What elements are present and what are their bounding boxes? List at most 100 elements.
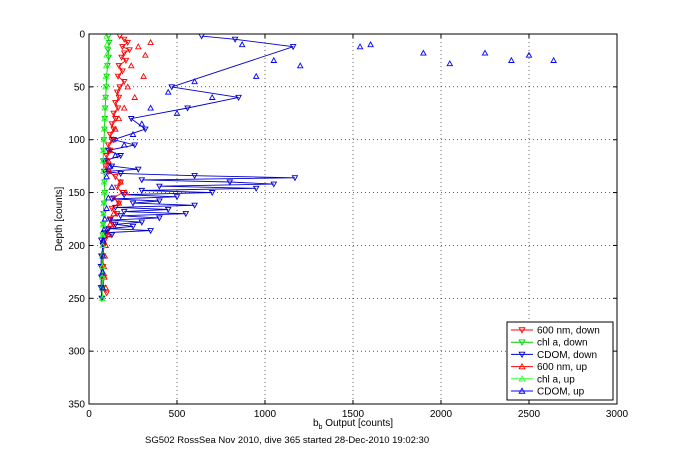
data-point bbox=[103, 41, 111, 48]
data-point bbox=[296, 62, 304, 69]
data-point bbox=[110, 136, 118, 143]
data-point bbox=[481, 49, 489, 56]
data-point bbox=[291, 175, 299, 182]
x-tick-label: 500 bbox=[169, 409, 186, 420]
data-point bbox=[105, 39, 113, 46]
data-point bbox=[106, 146, 114, 153]
x-tick-label: 2500 bbox=[518, 409, 541, 420]
data-point bbox=[110, 126, 118, 133]
data-point bbox=[99, 220, 107, 227]
data-point bbox=[100, 178, 108, 185]
legend-box bbox=[506, 321, 614, 401]
data-point bbox=[104, 227, 112, 234]
data-point bbox=[103, 290, 110, 297]
data-point bbox=[508, 56, 515, 63]
data-point bbox=[173, 194, 181, 201]
data-point bbox=[102, 62, 110, 69]
data-point bbox=[99, 284, 107, 291]
y-tick-label: 300 bbox=[68, 347, 85, 358]
data-point bbox=[103, 204, 110, 211]
data-point bbox=[525, 51, 533, 58]
x-axis-label: bb Output [counts] bbox=[313, 418, 393, 431]
data-point bbox=[119, 68, 126, 75]
data-point bbox=[238, 41, 246, 48]
x-axis-label-rest: Output [counts] bbox=[322, 418, 393, 429]
data-point bbox=[120, 104, 128, 111]
y-tick-label: 150 bbox=[68, 188, 85, 199]
y-tick-label: 50 bbox=[74, 82, 86, 93]
data-point bbox=[113, 184, 121, 191]
data-point bbox=[184, 105, 191, 112]
data-point bbox=[100, 146, 107, 153]
data-point bbox=[147, 228, 154, 235]
data-point bbox=[98, 273, 106, 280]
x-tick-label: 2000 bbox=[430, 409, 453, 420]
y-tick-label: 100 bbox=[68, 135, 85, 146]
x-tick-label: 1000 bbox=[254, 409, 277, 420]
data-point bbox=[101, 104, 109, 111]
caption: SG502 RossSea Nov 2010, dive 365 started… bbox=[145, 435, 429, 446]
data-point bbox=[129, 223, 137, 230]
data-point bbox=[252, 185, 260, 192]
data-point bbox=[97, 237, 105, 244]
data-point bbox=[110, 110, 118, 117]
data-point bbox=[270, 56, 278, 63]
data-point bbox=[168, 84, 176, 91]
legend-entry-label: CDOM, up bbox=[537, 387, 585, 398]
data-point bbox=[141, 51, 149, 58]
data-point bbox=[141, 126, 149, 133]
data-point bbox=[97, 285, 105, 292]
data-point bbox=[117, 153, 125, 160]
data-point bbox=[231, 36, 239, 43]
x-tick-label: 1500 bbox=[342, 409, 365, 420]
data-point bbox=[191, 78, 198, 85]
data-point bbox=[99, 157, 107, 164]
data-point bbox=[289, 44, 297, 51]
data-point bbox=[120, 209, 128, 216]
data-point bbox=[112, 204, 119, 211]
data-point bbox=[208, 190, 216, 197]
data-point bbox=[112, 125, 119, 132]
data-point bbox=[100, 125, 108, 132]
data-point bbox=[104, 231, 112, 238]
data-point bbox=[104, 194, 112, 201]
data-point bbox=[191, 173, 198, 180]
data-point bbox=[129, 200, 137, 207]
data-point bbox=[208, 93, 216, 100]
data-point bbox=[112, 100, 119, 107]
data-point bbox=[104, 157, 112, 164]
data-point bbox=[100, 189, 108, 196]
data-point bbox=[101, 158, 109, 165]
data-point bbox=[103, 153, 110, 160]
data-point bbox=[164, 206, 172, 214]
data-point bbox=[106, 220, 114, 227]
data-point bbox=[127, 116, 135, 123]
data-point bbox=[147, 38, 154, 45]
data-point bbox=[100, 136, 108, 143]
legend-marker bbox=[518, 351, 526, 359]
series-3 bbox=[100, 38, 154, 291]
legend-marker bbox=[518, 327, 526, 334]
data-point bbox=[110, 195, 118, 202]
data-point bbox=[101, 168, 109, 175]
legend-marker bbox=[518, 339, 526, 346]
data-point bbox=[134, 166, 142, 173]
data-point bbox=[104, 142, 112, 149]
data-point bbox=[100, 167, 107, 174]
y-tick-label: 350 bbox=[68, 400, 85, 411]
data-point bbox=[102, 72, 110, 79]
data-point bbox=[122, 189, 130, 196]
series-4 bbox=[98, 32, 111, 301]
data-point bbox=[114, 73, 122, 80]
data-point bbox=[112, 221, 119, 228]
data-point bbox=[138, 177, 146, 184]
legend-entry-label: CDOM, down bbox=[537, 350, 597, 361]
data-point bbox=[120, 141, 128, 148]
data-point bbox=[110, 210, 118, 217]
series-5 bbox=[99, 41, 558, 291]
data-point bbox=[115, 199, 123, 206]
data-point bbox=[138, 187, 146, 194]
data-point bbox=[99, 231, 107, 238]
data-point bbox=[106, 131, 114, 138]
